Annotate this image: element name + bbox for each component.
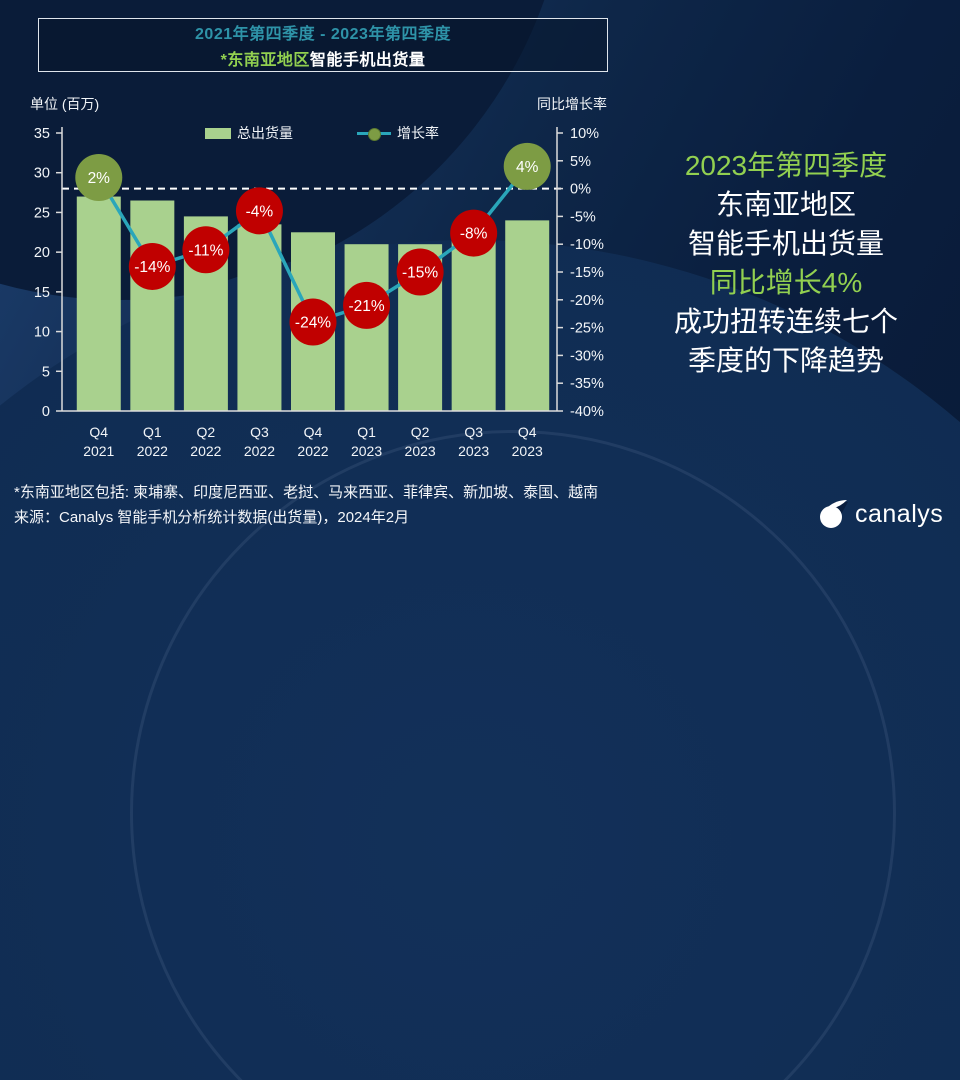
- x-axis-label-year: 2023: [351, 443, 382, 459]
- right-axis-tick-label: -10%: [570, 237, 604, 253]
- x-axis-label-year: 2023: [405, 443, 436, 459]
- growth-marker-label: -11%: [188, 242, 223, 259]
- growth-marker-Q2-2023: [396, 248, 444, 296]
- right-axis-tick-label: 5%: [570, 154, 591, 170]
- right-axis-tick-label: 0%: [570, 182, 591, 198]
- title-subject: *东南亚地区智能手机出货量: [221, 46, 426, 70]
- footnote-source: 来源：Canalys 智能手机分析统计数据(出货量)，2024年2月: [14, 509, 410, 526]
- left-axis-unit-label: 单位 (百万): [30, 96, 100, 112]
- right-axis-tick-label: 10%: [570, 126, 599, 142]
- title-period: 2021年第四季度 - 2023年第四季度: [195, 26, 451, 43]
- growth-marker-label: 2%: [88, 170, 111, 187]
- growth-marker-Q1-2022: [128, 242, 176, 290]
- x-axis-label-year: 2022: [137, 443, 168, 459]
- x-axis-label-year: 2022: [190, 443, 221, 459]
- summary-note: 2023年第四季度 东南亚地区 智能手机出货量 同比增长4% 成功扭转连续七个 …: [618, 146, 954, 380]
- right-axis-tick-label: -40%: [570, 404, 604, 420]
- growth-marker-label: 4%: [516, 159, 539, 176]
- canalys-logo: canalys: [818, 498, 943, 530]
- right-axis-tick-label: -5%: [570, 209, 596, 225]
- summary-line-region: 东南亚地区: [715, 189, 856, 220]
- right-axis-tick-label: -15%: [570, 265, 604, 281]
- x-axis-label-year: 2022: [297, 443, 328, 459]
- legend-line-marker-icon: [357, 127, 391, 141]
- left-axis-tick-label: 35: [34, 126, 50, 142]
- summary-line-subject: 智能手机出货量: [687, 228, 884, 259]
- legend-item-growth: 增长率: [357, 123, 439, 143]
- growth-marker-label: -21%: [348, 298, 384, 315]
- summary-line-quarter: 2023年第四季度: [684, 150, 888, 181]
- x-axis-label-year: 2022: [244, 443, 275, 459]
- canalys-logo-icon: [820, 500, 848, 528]
- growth-marker-Q2-2022: [182, 226, 230, 274]
- x-axis-label-quarter: Q1: [357, 424, 376, 440]
- left-axis-tick-label: 30: [34, 166, 50, 182]
- x-axis-label-quarter: Q4: [518, 424, 537, 440]
- growth-marker-label: -8%: [460, 226, 488, 243]
- combo-chart: 0 5 10 15 20 25 30 35 10% 5% 0% -5% -10% -15% -20% -25%…: [34, 126, 604, 459]
- left-axis-tick-label: 20: [34, 245, 50, 261]
- growth-marker-label: -14%: [134, 259, 170, 276]
- x-axis-label-quarter: Q4: [89, 424, 108, 440]
- right-axis-tick-label: -20%: [570, 293, 604, 309]
- x-axis-label-quarter: Q2: [197, 424, 216, 440]
- right-axis-tick-label: -25%: [570, 321, 604, 337]
- summary-line-trend2: 季度的下降趋势: [687, 345, 884, 376]
- left-axis-tick-label: 10: [34, 325, 50, 341]
- left-axis-tick-label: 15: [34, 285, 50, 301]
- right-axis-tick-label: -35%: [570, 376, 604, 392]
- growth-marker-Q3-2022: [235, 187, 283, 235]
- growth-marker-label: -24%: [295, 315, 331, 332]
- right-axis-tick-label: -30%: [570, 348, 604, 364]
- title-region-highlight: *东南亚地区: [220, 52, 310, 69]
- x-axis-label-quarter: Q1: [143, 424, 162, 440]
- legend-item-shipments: 总出货量: [205, 123, 293, 143]
- legend-bar-label: 总出货量: [237, 125, 293, 141]
- x-axis-label-year: 2021: [83, 443, 114, 459]
- chart-title-box: 2021年第四季度 - 2023年第四季度 *东南亚地区智能手机出货量: [38, 18, 608, 72]
- footnote-region-list: *东南亚地区包括: 柬埔寨、印度尼西亚、老挝、马来西亚、菲律宾、新加坡、泰国、越…: [14, 484, 599, 501]
- x-axis-label-quarter: Q3: [464, 424, 483, 440]
- left-axis-tick-label: 0: [42, 404, 50, 420]
- x-axis-label-quarter: Q4: [304, 424, 323, 440]
- bar-Q4-2021: [76, 196, 121, 411]
- x-axis-label-year: 2023: [458, 443, 489, 459]
- left-axis-tick-label: 25: [34, 205, 50, 221]
- bar-Q4-2023: [505, 220, 550, 411]
- growth-marker-Q4-2023: [503, 142, 551, 190]
- growth-marker-Q1-2023: [343, 281, 391, 329]
- bar-Q3-2023: [451, 228, 496, 411]
- legend-bar-swatch-icon: [205, 127, 231, 139]
- chart-legend: 总出货量 增长率: [205, 123, 439, 143]
- growth-marker-Q3-2023: [450, 209, 498, 257]
- x-axis-label-year: 2023: [512, 443, 543, 459]
- right-axis-unit-label: 同比增长率: [537, 96, 607, 112]
- growth-marker-Q4-2021: [75, 153, 123, 201]
- legend-line-label: 增长率: [397, 125, 439, 141]
- bar-Q3-2022: [237, 224, 282, 411]
- growth-marker-label: -4%: [246, 203, 274, 220]
- left-axis-tick-label: 5: [42, 364, 50, 380]
- summary-line-growth: 同比增长4%: [709, 267, 863, 298]
- growth-marker-label: -15%: [402, 265, 438, 282]
- bar-Q1-2022: [130, 200, 175, 411]
- growth-marker-Q4-2022: [289, 298, 337, 346]
- canalys-logo-text: canalys: [855, 499, 944, 528]
- title-subject-rest: 智能手机出货量: [309, 52, 426, 69]
- x-axis-label-quarter: Q3: [250, 424, 269, 440]
- summary-line-trend1: 成功扭转连续七个: [673, 306, 898, 337]
- x-axis-label-quarter: Q2: [411, 424, 430, 440]
